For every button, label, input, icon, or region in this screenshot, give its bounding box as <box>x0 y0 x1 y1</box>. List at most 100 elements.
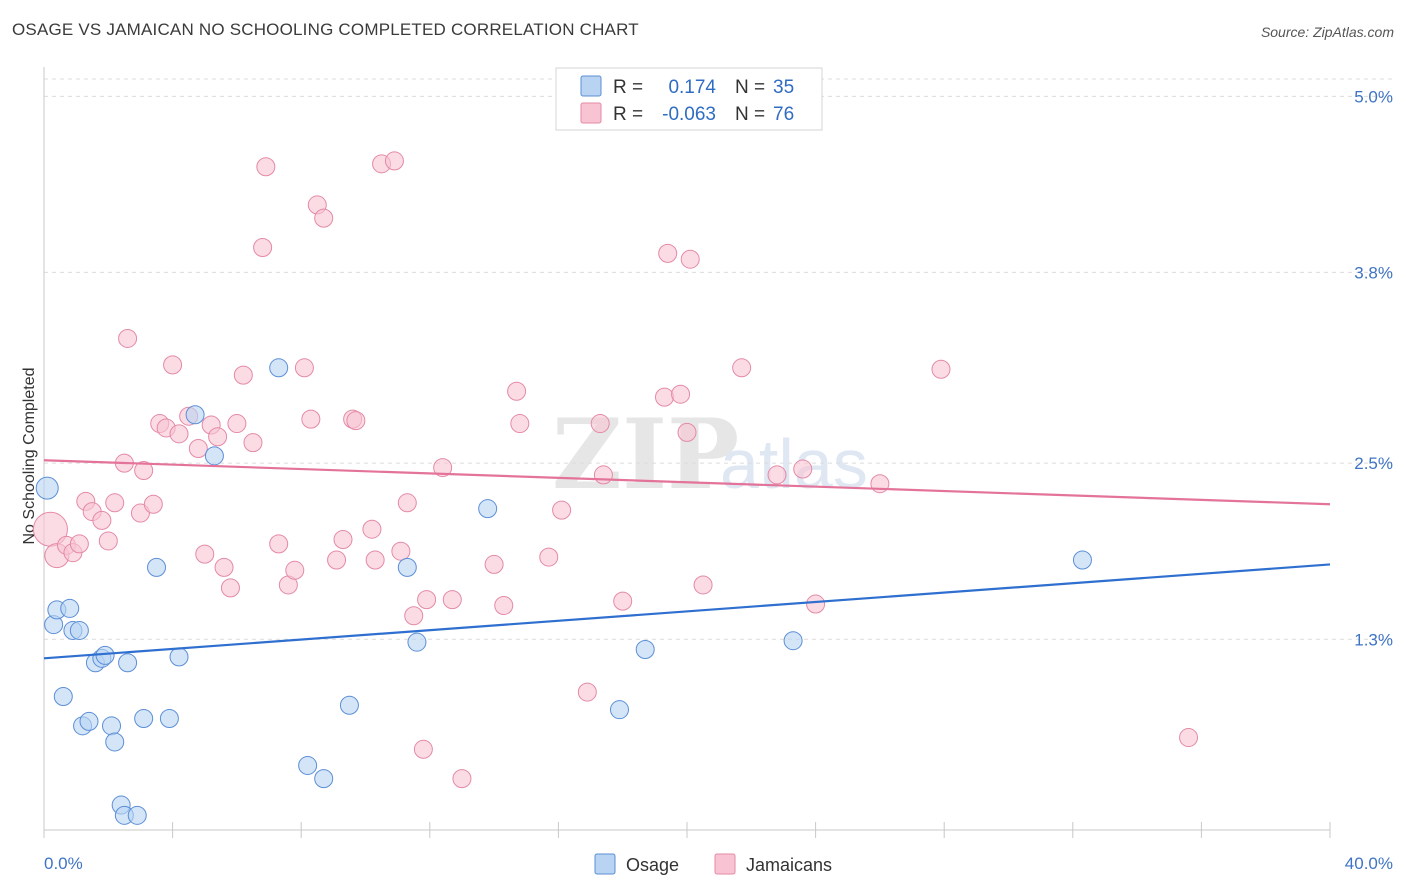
osage-point-3 <box>60 598 80 618</box>
jamaicans-point-21 <box>195 544 215 564</box>
osage-point-0 <box>35 476 59 500</box>
osage-point-23 <box>204 446 224 466</box>
osage-point-34 <box>1072 550 1092 570</box>
osage-point-30 <box>478 499 498 519</box>
jamaicans-point-55 <box>510 414 530 434</box>
jamaicans-point-43 <box>365 550 385 570</box>
osage-point-28 <box>397 557 417 577</box>
y-tick-label-1: 2.5% <box>1354 454 1393 473</box>
osage-point-33 <box>783 631 803 651</box>
correlation-legend: R = 0.174 N = 35 R = -0.063 N = 76 <box>555 67 823 131</box>
x-tick-label-left: 0.0% <box>44 854 83 873</box>
jamaicans-point-11 <box>118 328 138 348</box>
series-legend-label-jamaicans: Jamaicans <box>746 855 832 875</box>
jamaicans-point-47 <box>397 493 417 513</box>
osage-point-14 <box>105 732 125 752</box>
source-credit: Source: ZipAtlas.com <box>1260 24 1394 40</box>
jamaicans-point-53 <box>494 596 514 616</box>
legend-swatch-osage <box>580 75 602 97</box>
osage-point-12 <box>79 711 99 731</box>
osage-point-15 <box>134 708 154 728</box>
jamaicans-point-39 <box>333 529 353 549</box>
legend-n-value-jamaicans: 76 <box>773 104 794 125</box>
jamaicans-point-59 <box>590 414 610 434</box>
series-legend-swatch-jamaicans <box>714 853 736 875</box>
jamaicans-point-54 <box>507 381 527 401</box>
jamaicans-point-26 <box>227 414 247 434</box>
jamaicans-point-24 <box>214 557 234 577</box>
jamaicans-point-56 <box>539 547 559 567</box>
x-tick-label-right: 40.0% <box>1345 854 1393 873</box>
legend-r-value-osage: 0.174 <box>668 77 716 98</box>
series-legend-swatch-osage <box>594 853 616 875</box>
osage-point-20 <box>169 647 189 667</box>
jamaicans-point-73 <box>931 359 951 379</box>
jamaicans-point-68 <box>732 358 752 378</box>
jamaicans-point-46 <box>391 541 411 561</box>
osage-point-5 <box>69 620 89 640</box>
jamaicans-point-75 <box>413 739 433 759</box>
jamaicans-point-52 <box>484 554 504 574</box>
series-legend: Osage Jamaicans <box>594 853 832 875</box>
jamaicans-point-76 <box>452 769 472 789</box>
legend-r-value-jamaicans: -0.063 <box>662 104 716 125</box>
y-axis-tick-labels: 1.3% 2.5% 3.8% 5.0% <box>1354 87 1393 649</box>
jamaicans-point-61 <box>613 591 633 611</box>
osage-point-16 <box>159 708 179 728</box>
osage-point-29 <box>407 632 427 652</box>
osage-point-19 <box>127 805 147 825</box>
osage-point-10 <box>118 653 138 673</box>
jamaicans-point-23 <box>208 427 228 447</box>
jamaicans-point-35 <box>301 409 321 429</box>
legend-r-label-osage: R = <box>613 77 643 98</box>
jamaicans-point-66 <box>680 249 700 269</box>
jamaicans-point-69 <box>767 465 787 485</box>
jamaicans-trend-line <box>43 459 1331 506</box>
legend-n-value-osage: 35 <box>773 77 794 98</box>
jamaicans-point-7 <box>92 510 112 530</box>
jamaicans-point-58 <box>577 682 597 702</box>
jamaicans-point-14 <box>143 494 163 514</box>
jamaicans-point-60 <box>593 465 613 485</box>
osage-point-32 <box>635 640 655 660</box>
osage-point-22 <box>185 405 205 425</box>
jamaicans-point-13 <box>134 461 154 481</box>
osage-point-21 <box>147 557 167 577</box>
jamaicans-point-20 <box>188 439 208 458</box>
x-axis-ticks <box>43 822 1331 838</box>
jamaicans-point-41 <box>346 411 366 431</box>
jamaicans-point-34 <box>294 358 314 378</box>
jamaicans-point-49 <box>417 590 437 610</box>
jamaicans-point-33 <box>285 560 305 580</box>
jamaicans-point-71 <box>806 594 826 614</box>
jamaicans-point-70 <box>793 459 813 479</box>
legend-n-label-osage: N = <box>735 77 765 98</box>
y-axis-label: No Schooling Completed <box>21 368 38 545</box>
jamaicans-point-8 <box>98 531 118 551</box>
jamaicans-point-17 <box>163 355 183 375</box>
y-tick-label-0: 1.3% <box>1354 630 1393 649</box>
jamaicans-point-57 <box>552 500 572 520</box>
y-tick-label-2: 3.8% <box>1354 263 1393 282</box>
jamaicans-point-74 <box>1179 728 1199 748</box>
osage-point-6 <box>53 686 73 706</box>
watermark-atlas: atlas <box>720 425 868 503</box>
jamaicans-point-27 <box>233 365 253 385</box>
osage-points <box>35 358 1092 825</box>
osage-point-25 <box>298 755 318 775</box>
osage-point-27 <box>339 695 359 715</box>
jamaicans-points <box>32 151 1199 789</box>
legend-r-label-jamaicans: R = <box>613 104 643 125</box>
jamaicans-point-64 <box>671 384 691 404</box>
jamaicans-point-51 <box>442 590 462 610</box>
legend-n-label-jamaicans: N = <box>735 104 765 125</box>
jamaicans-point-63 <box>658 243 678 263</box>
jamaicans-point-29 <box>253 237 273 257</box>
osage-point-13 <box>102 716 122 736</box>
jamaicans-point-37 <box>314 208 334 228</box>
y-tick-label-3: 5.0% <box>1354 87 1393 106</box>
legend-swatch-jamaicans <box>580 102 602 124</box>
gridlines <box>44 78 1393 640</box>
chart-title: OSAGE VS JAMAICAN NO SCHOOLING COMPLETED… <box>12 20 639 39</box>
